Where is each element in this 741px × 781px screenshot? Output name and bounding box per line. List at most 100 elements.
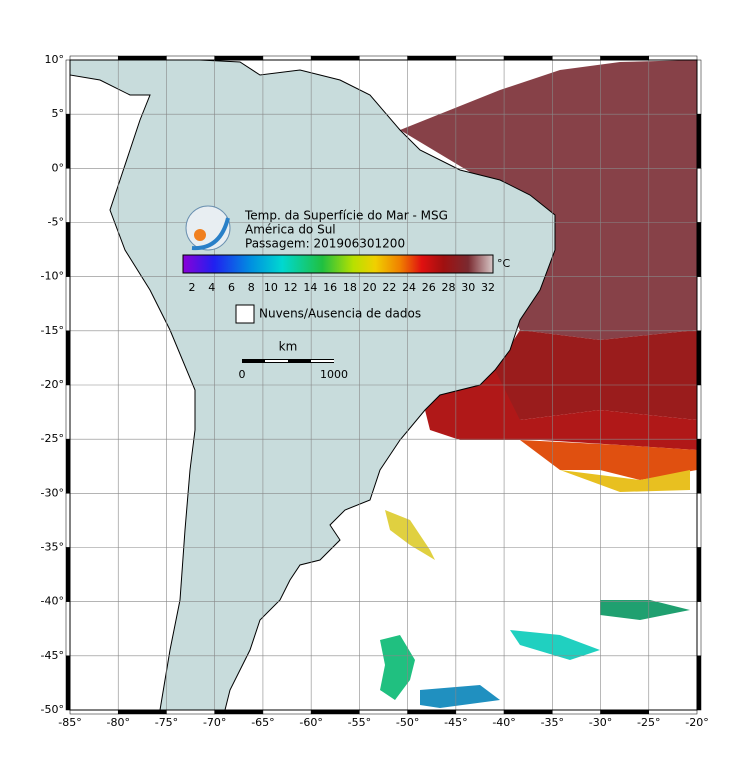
frame-seg <box>503 55 553 61</box>
title-line: Passagem: 201906301200 <box>245 237 405 251</box>
colorbar-tick-label: 24 <box>402 281 416 294</box>
frame-seg <box>214 55 264 61</box>
frame-seg <box>552 55 601 61</box>
frame-seg <box>65 601 71 657</box>
colorbar-tick-label: 16 <box>323 281 337 294</box>
lon-label: -40° <box>492 716 515 729</box>
lon-label: -35° <box>541 716 564 729</box>
colorbar-tick-label: 20 <box>363 281 377 294</box>
lon-label: -80° <box>106 716 129 729</box>
frame-seg <box>696 222 702 277</box>
frame-seg <box>696 113 702 169</box>
frame-seg <box>696 547 702 602</box>
frame-seg <box>166 709 215 715</box>
colorbar-tick-label: 10 <box>264 281 278 294</box>
frame-seg <box>117 709 167 715</box>
lat-label: -50° <box>41 703 64 716</box>
colorbar-tick-label: 2 <box>189 281 196 294</box>
frame-seg <box>455 55 505 61</box>
frame-seg <box>65 384 71 440</box>
frame-seg <box>65 276 71 332</box>
frame-seg <box>503 709 553 715</box>
scale-rect <box>311 360 334 362</box>
scale-rect <box>265 360 288 362</box>
frame-seg <box>65 547 71 602</box>
lat-label: 0° <box>52 161 65 174</box>
frame-seg <box>600 55 650 61</box>
lat-label: -5° <box>48 216 64 229</box>
frame-seg <box>696 59 702 115</box>
lat-label: 5° <box>52 107 65 120</box>
colorbar-unit: °C <box>497 257 511 270</box>
frame-seg <box>648 55 698 61</box>
frame-seg <box>117 55 167 61</box>
lon-label: -45° <box>444 716 467 729</box>
frame-border <box>69 59 698 711</box>
frame-seg <box>65 113 71 169</box>
frame-seg <box>65 168 71 223</box>
lon-label: -20° <box>685 716 708 729</box>
lon-label: -65° <box>251 716 274 729</box>
legend-label: Nuvens/Ausencia de dados <box>259 307 421 321</box>
frame-seg <box>359 55 408 61</box>
frame-seg <box>696 493 702 548</box>
lon-label: -75° <box>155 716 178 729</box>
lat-label: -15° <box>41 324 64 337</box>
scale-unit: km <box>279 340 298 354</box>
frame-seg <box>166 55 215 61</box>
frame-seg <box>455 709 505 715</box>
frame-seg <box>696 330 702 386</box>
colorbar-tick-label: 4 <box>208 281 215 294</box>
frame-seg <box>696 384 702 440</box>
colorbar-tick-label: 30 <box>461 281 475 294</box>
sst-field <box>380 60 697 708</box>
lat-label: -20° <box>41 378 64 391</box>
colorbar-ticks: 2 4 6 8 10 12 14 16 18 20 22 24 26 28 30 32 <box>189 281 496 294</box>
lat-label: 10° <box>45 53 65 66</box>
title-line: Temp. da Superfície do Mar - MSG <box>244 209 448 223</box>
frame-seg <box>65 655 71 711</box>
frame-seg <box>310 709 360 715</box>
scale-start: 0 <box>239 368 246 381</box>
frame-seg <box>552 709 601 715</box>
colorbar-tick-label: 18 <box>343 281 357 294</box>
lon-label: -25° <box>637 716 660 729</box>
lon-label: -70° <box>203 716 226 729</box>
frame-seg <box>648 709 698 715</box>
colorbar <box>182 254 494 274</box>
lon-label: -30° <box>589 716 612 729</box>
frame-seg <box>407 55 457 61</box>
legend-swatch <box>235 304 255 324</box>
title-box: Temp. da Superfície do Mar - MSG América… <box>185 205 448 251</box>
frame-seg <box>262 709 312 715</box>
frame-seg <box>407 709 457 715</box>
frame-seg <box>696 276 702 332</box>
scale-end: 1000 <box>320 368 348 381</box>
lon-label: -60° <box>299 716 322 729</box>
frame-seg <box>262 55 312 61</box>
frame-seg <box>600 709 650 715</box>
colorbar-tick-label: 14 <box>303 281 317 294</box>
frame-seg <box>696 655 702 711</box>
frame-seg <box>310 55 360 61</box>
frame-seg <box>214 709 264 715</box>
frame-seg <box>65 330 71 386</box>
scale-bar: km 0 1000 <box>239 340 349 382</box>
colorbar-tick-label: 32 <box>481 281 495 294</box>
frame <box>65 55 702 715</box>
lon-label: -55° <box>348 716 371 729</box>
colorbar-tick-label: 28 <box>442 281 456 294</box>
frame-seg <box>69 709 119 715</box>
frame-seg <box>696 438 702 494</box>
lat-label: -10° <box>41 270 64 283</box>
frame-seg <box>359 709 408 715</box>
frame-seg <box>65 59 71 115</box>
logo-dot <box>194 229 206 241</box>
lat-label: -40° <box>41 595 64 608</box>
frame-seg <box>65 493 71 548</box>
lat-label: -25° <box>41 432 64 445</box>
frame-seg <box>69 55 119 61</box>
frame-seg <box>696 601 702 657</box>
colorbar-tick-label: 26 <box>422 281 436 294</box>
